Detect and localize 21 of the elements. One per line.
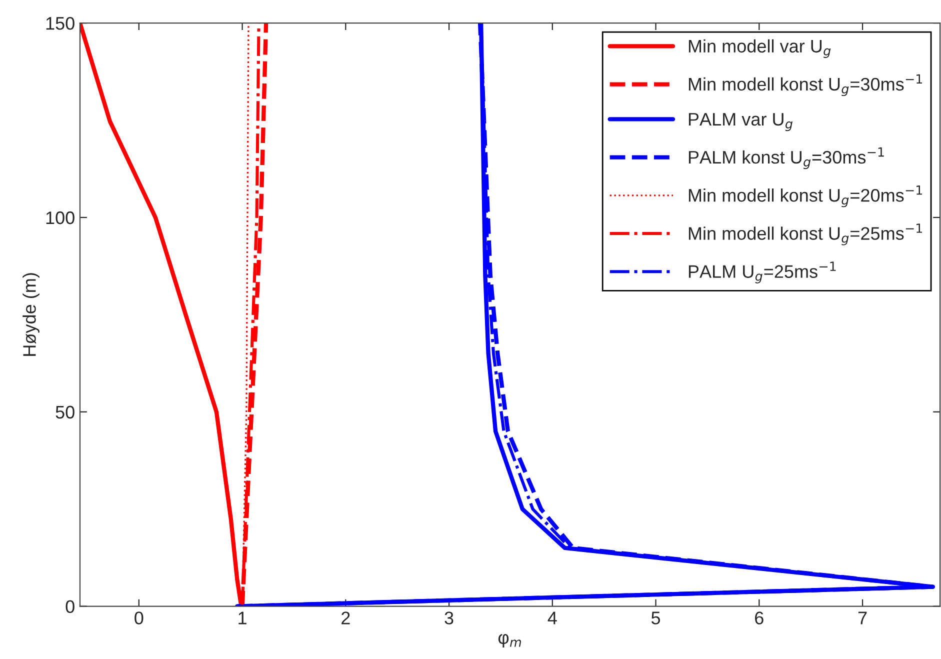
y-tick-label: 100 — [46, 211, 74, 224]
y-tick-label: 150 — [46, 17, 74, 30]
x-tick-label: 1 — [238, 612, 246, 624]
y-tick-label: 0 — [66, 600, 74, 613]
x-tick-label: 3 — [444, 612, 454, 624]
legend-label: Min modell konst U$_{g}$=30ms$^{−1}$ — [688, 74, 922, 96]
legend-label: PALM U$_{g}$=25ms$^{−1}$ — [688, 262, 836, 284]
x-axis-title: φ$_{m}$ — [498, 634, 521, 648]
x-tick-label: 7 — [858, 612, 867, 624]
legend-label: Min modell konst U$_{g}$=25ms$^{−1}$ — [688, 224, 922, 246]
x-tick-label: 5 — [651, 612, 660, 624]
legend-label: Min modell var U$_{g}$ — [688, 39, 831, 58]
legend-label: PALM konst U$_{g}$=30ms$^{−1}$ — [688, 147, 884, 170]
x-tick-label: 0 — [134, 612, 144, 624]
x-tick-label: 2 — [342, 612, 350, 624]
y-axis-title: Høyde (m) — [22, 273, 40, 356]
y-tick-label: 50 — [56, 406, 74, 419]
x-tick-label: 4 — [548, 612, 557, 624]
legend-label: Min modell konst U$_{g}$=20ms$^{−1}$ — [688, 185, 922, 208]
legend-label: PALM var U$_{g}$ — [688, 113, 792, 132]
x-tick-label: 6 — [755, 612, 764, 624]
